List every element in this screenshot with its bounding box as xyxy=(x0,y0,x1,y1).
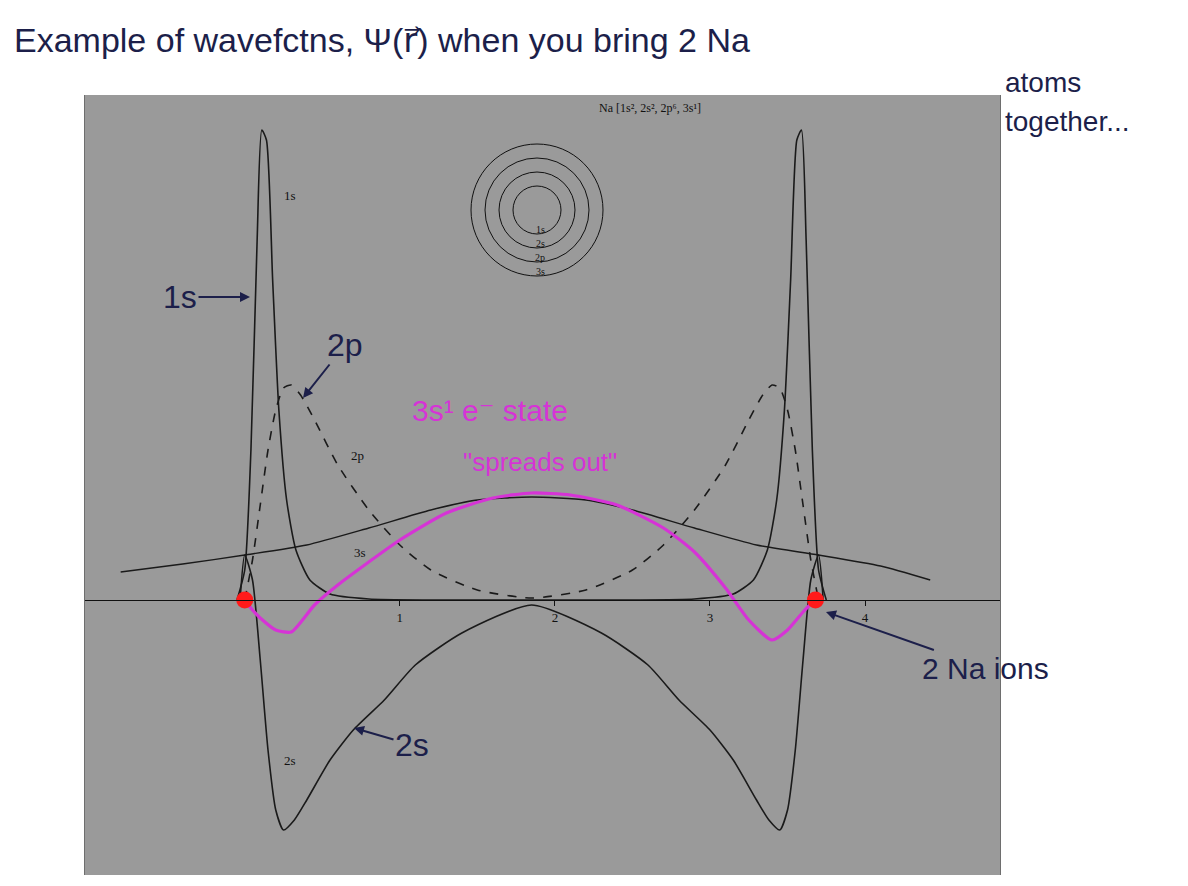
svg-text:"spreads out": "spreads out" xyxy=(463,447,617,477)
svg-text:atoms: atoms xyxy=(1005,67,1081,98)
svg-text:4: 4 xyxy=(862,610,869,625)
svg-text:2p: 2p xyxy=(327,327,363,363)
svg-text:3s¹ e⁻ state: 3s¹ e⁻ state xyxy=(412,394,568,427)
svg-text:Example of wavefctns, Ψ(r⃗) wh: Example of wavefctns, Ψ(r⃗) when you bri… xyxy=(14,21,750,59)
svg-text:1s: 1s xyxy=(163,279,197,315)
svg-text:3s: 3s xyxy=(354,545,366,560)
svg-text:3s: 3s xyxy=(536,266,545,277)
svg-text:2s: 2s xyxy=(284,753,296,768)
svg-text:3: 3 xyxy=(707,610,714,625)
svg-text:1: 1 xyxy=(397,610,404,625)
svg-text:2 Na ions: 2 Na ions xyxy=(922,652,1049,685)
svg-text:1s: 1s xyxy=(284,188,296,203)
svg-text:together...: together... xyxy=(1005,106,1130,137)
svg-text:2p: 2p xyxy=(535,252,545,263)
svg-text:2: 2 xyxy=(552,610,559,625)
svg-text:2p: 2p xyxy=(351,448,364,463)
svg-text:Na [1s², 2s², 2p⁶, 3s¹]: Na [1s², 2s², 2p⁶, 3s¹] xyxy=(599,101,701,115)
svg-text:2s: 2s xyxy=(536,238,545,249)
svg-text:2s: 2s xyxy=(395,727,429,763)
svg-text:1s: 1s xyxy=(536,224,545,235)
